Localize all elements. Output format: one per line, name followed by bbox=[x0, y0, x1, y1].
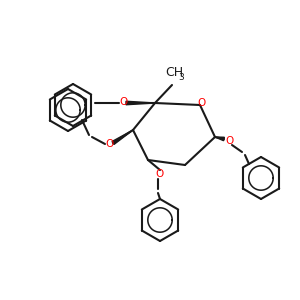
Text: O: O bbox=[225, 136, 233, 146]
Text: 3: 3 bbox=[178, 73, 184, 82]
Text: O: O bbox=[119, 97, 127, 107]
Text: O: O bbox=[105, 139, 113, 149]
Polygon shape bbox=[215, 137, 224, 141]
Text: CH: CH bbox=[165, 66, 183, 79]
Polygon shape bbox=[112, 130, 133, 145]
Text: O: O bbox=[197, 98, 205, 108]
Text: O: O bbox=[155, 169, 163, 179]
Polygon shape bbox=[126, 101, 155, 105]
